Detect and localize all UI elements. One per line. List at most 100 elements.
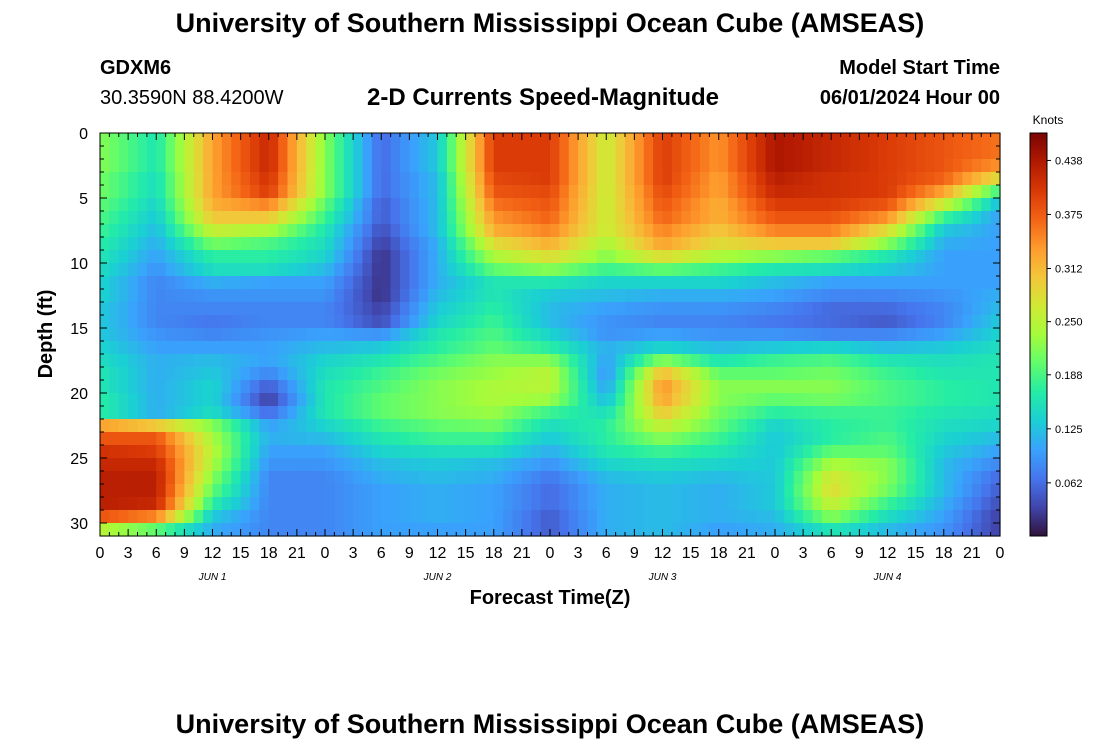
heatmap-cell [812,458,823,472]
heatmap-cell [953,328,964,342]
heatmap-cell [334,146,345,160]
heatmap-cell [231,510,242,524]
heatmap-cell [737,406,748,420]
heatmap-cell [887,445,898,459]
heatmap-cell [821,198,832,212]
heatmap-cell [250,172,260,186]
heatmap-cell [287,341,298,355]
heatmap-cell [653,380,664,394]
heatmap-cell [306,393,317,407]
heatmap-cell [325,354,335,368]
heatmap-cell [775,224,785,238]
heatmap-cell [475,354,485,368]
heatmap-cell [643,302,654,316]
heatmap-cell [840,276,851,290]
heatmap-cell [625,185,635,199]
heatmap-cell [146,445,157,459]
heatmap-cell [700,380,710,394]
heatmap-cell [362,419,373,433]
heatmap-cell [793,354,804,368]
heatmap-cell [784,315,795,329]
heatmap-cell [812,354,823,368]
heatmap-cell [109,133,120,147]
heatmap-cell [109,484,120,498]
heatmap-cell [390,406,401,420]
heatmap-cell [250,237,260,251]
heatmap-cell [915,471,926,485]
heatmap-cell [184,367,195,381]
heatmap-cell [728,224,739,238]
heatmap-cell [681,328,692,342]
heatmap-cell [390,159,401,173]
heatmap-cell [653,276,664,290]
heatmap-cell [625,380,635,394]
heatmap-cell [287,263,298,277]
heatmap-cell [409,523,420,537]
heatmap-cell [709,432,720,446]
heatmap-cell [325,276,335,290]
heatmap-cell [456,497,467,511]
heatmap-cell [812,146,823,160]
heatmap-cell [915,354,926,368]
heatmap-cell [296,497,307,511]
heatmap-cell [606,393,617,407]
heatmap-cell [728,484,739,498]
heatmap-cell [915,276,926,290]
heatmap-cell [671,380,682,394]
heatmap-cell [803,458,814,472]
heatmap-cell [793,471,804,485]
heatmap-cell [390,224,401,238]
heatmap-cell [306,146,317,160]
heatmap-cell [700,302,710,316]
heatmap-cell [156,458,167,472]
heatmap-cell [653,419,664,433]
heatmap-cell [878,380,889,394]
heatmap-cell [428,224,439,238]
heatmap-cell [587,302,598,316]
heatmap-cell [146,328,157,342]
heatmap-cell [737,159,748,173]
heatmap-cell [821,432,832,446]
heatmap-cell [728,406,739,420]
heatmap-cell [690,367,701,381]
heatmap-cell [287,497,298,511]
heatmap-cell [596,354,607,368]
heatmap-cell [362,445,373,459]
heatmap-cell [850,523,860,537]
heatmap-cell [343,471,354,485]
heatmap-cell [953,471,964,485]
heatmap-cell [606,198,617,212]
heatmap-cell [596,393,607,407]
heatmap-cell [578,237,589,251]
heatmap-cell [840,328,851,342]
heatmap-cell [821,354,832,368]
heatmap-cell [287,510,298,524]
heatmap-cell [325,289,335,303]
heatmap-cell [343,419,354,433]
heatmap-cell [653,471,664,485]
heatmap-cell [859,419,870,433]
heatmap-cell [175,432,185,446]
heatmap-cell [165,224,176,238]
heatmap-cell [840,523,851,537]
heatmap-cell [100,224,110,238]
heatmap-cell [821,523,832,537]
heatmap-cell [100,432,110,446]
heatmap-cell [437,185,448,199]
heatmap-cell [250,159,260,173]
heatmap-cell [118,250,129,264]
heatmap-cell [203,289,214,303]
heatmap-cell [446,484,457,498]
heatmap-cell [990,224,1001,238]
heatmap-cell [690,328,701,342]
heatmap-cell [278,289,289,303]
heatmap-cell [540,367,551,381]
heatmap-cell [643,185,654,199]
heatmap-cell [156,263,167,277]
heatmap-cell [446,341,457,355]
heatmap-cell [981,380,992,394]
heatmap-cell [137,458,148,472]
heatmap-cell [287,406,298,420]
heatmap-cell [193,367,204,381]
heatmap-cell [737,172,748,186]
